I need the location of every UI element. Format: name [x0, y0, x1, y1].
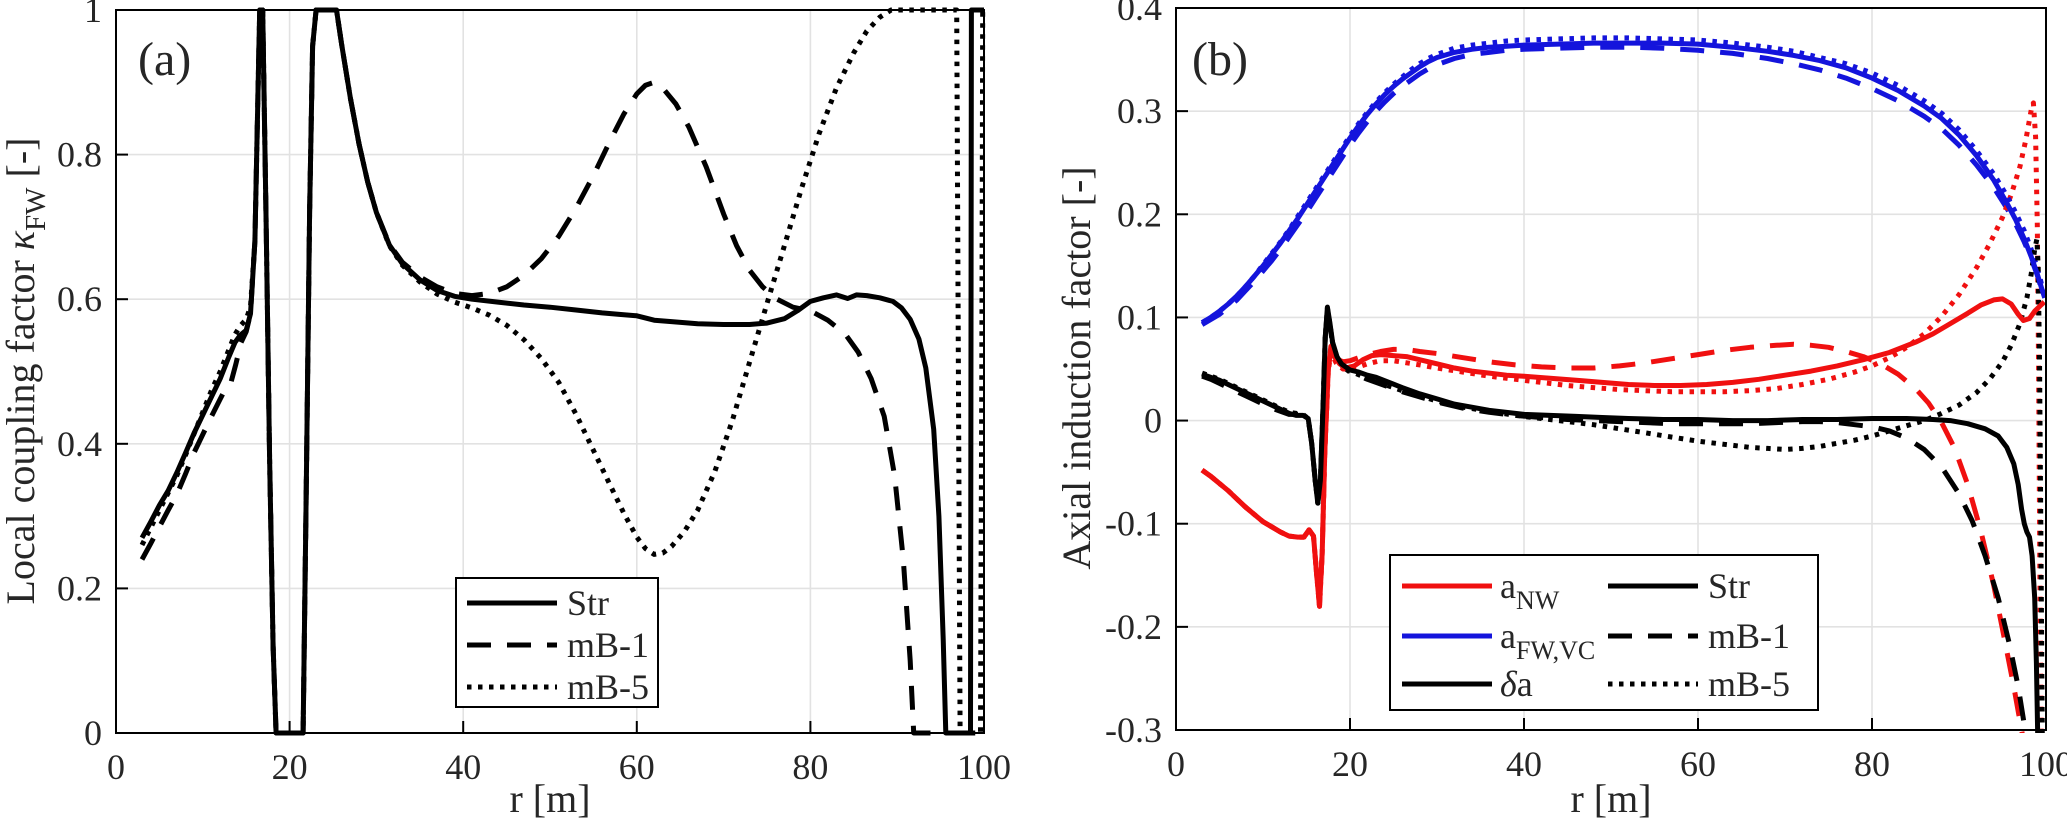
- legend-entry-label: Str: [1708, 566, 1750, 606]
- y-tick-label: -0.1: [1105, 504, 1162, 544]
- y-tick-label: 1: [84, 0, 102, 30]
- x-tick-label: 80: [1854, 744, 1890, 784]
- series-group: [139, 7, 986, 736]
- x-axis-label: r [m]: [1570, 776, 1651, 821]
- y-tick-label: 0.8: [57, 135, 102, 175]
- legend-entry-label: δa: [1500, 664, 1533, 704]
- series-a-fw-vc-str-line: [1200, 40, 2048, 325]
- x-tick-label: 100: [957, 747, 1011, 787]
- x-tick-label: 20: [1332, 744, 1368, 784]
- y-tick-label: 0: [84, 713, 102, 753]
- series-da-mb-5-line: [1201, 236, 2045, 733]
- series-a-nw-mb-1-line: [1200, 341, 2025, 733]
- y-tick-label: -0.3: [1105, 710, 1162, 750]
- y-tick-label: 0.2: [1117, 194, 1162, 234]
- y-tick-label: -0.2: [1105, 607, 1162, 647]
- series-group: [1200, 35, 2048, 733]
- y-axis-label: Local coupling factor κFW [-]: [0, 138, 52, 605]
- legend-entry-label: mB-1: [567, 625, 649, 665]
- x-tick-label: 0: [1167, 744, 1185, 784]
- x-tick-label: 60: [1680, 744, 1716, 784]
- legend-entry-label: mB-1: [1708, 616, 1790, 656]
- x-tick-label: 40: [1506, 744, 1542, 784]
- tick-marks: [115, 9, 985, 734]
- tick-labels: 0 20 40 60 80 100 -0.3 -0.2 -0.1 0 0.1 0.2 0.3 0.4: [1105, 0, 2067, 784]
- tick-labels: 0 20 40 60 80 100 0 0.2 0.4 0.6 0.8 1: [57, 0, 1011, 787]
- series-str-line: [139, 7, 984, 736]
- tick-marks: [1175, 7, 2047, 731]
- x-tick-label: 20: [272, 747, 308, 787]
- legend-entry-label: mB-5: [1708, 664, 1790, 704]
- x-tick-label: 80: [792, 747, 828, 787]
- panel-b: 0 20 40 60 80 100 -0.3 -0.2 -0.1 0 0.1 0.2 0.3 0.4 (b)…: [1054, 0, 2067, 821]
- series-mb-1-line: [139, 7, 984, 736]
- axis-box: [115, 9, 985, 734]
- y-axis-label: Axial induction factor [-]: [1054, 166, 1099, 569]
- y-tick-label: 0.3: [1117, 91, 1162, 131]
- x-tick-label: 60: [619, 747, 655, 787]
- series-mb-5-line: [139, 7, 986, 736]
- series-a-nw-mb-5-line: [1200, 100, 2044, 733]
- axis-box: [1175, 7, 2047, 731]
- y-tick-label: 0: [1144, 401, 1162, 441]
- panel-label: (b): [1192, 33, 1248, 86]
- series-a-fw-vc-mb-1-line: [1200, 44, 2048, 327]
- legend-entry-label: Str: [567, 583, 609, 623]
- y-tick-label: 0.1: [1117, 297, 1162, 337]
- legend-entry-label: aNW: [1500, 566, 1560, 615]
- panel-a: 0 20 40 60 80 100 0 0.2 0.4 0.6 0.8 1 (a) r [m] Local …: [0, 0, 1011, 821]
- legend-entry-label: mB-5: [567, 667, 649, 707]
- legend-entry-label: aFW,VC: [1500, 616, 1595, 665]
- x-axis-label: r [m]: [509, 776, 590, 821]
- series-a-nw-str-line: [1200, 296, 2047, 609]
- y-tick-label: 0.6: [57, 279, 102, 319]
- x-tick-label: 40: [445, 747, 481, 787]
- x-tick-label: 100: [2019, 744, 2067, 784]
- y-tick-label: 0.2: [57, 568, 102, 608]
- y-tick-label: 0.4: [1117, 0, 1162, 28]
- y-tick-label: 0.4: [57, 424, 102, 464]
- x-tick-label: 0: [107, 747, 125, 787]
- grid-lines: [116, 10, 984, 733]
- series-da-str-line: [1201, 304, 2041, 733]
- panel-label: (a): [138, 33, 191, 86]
